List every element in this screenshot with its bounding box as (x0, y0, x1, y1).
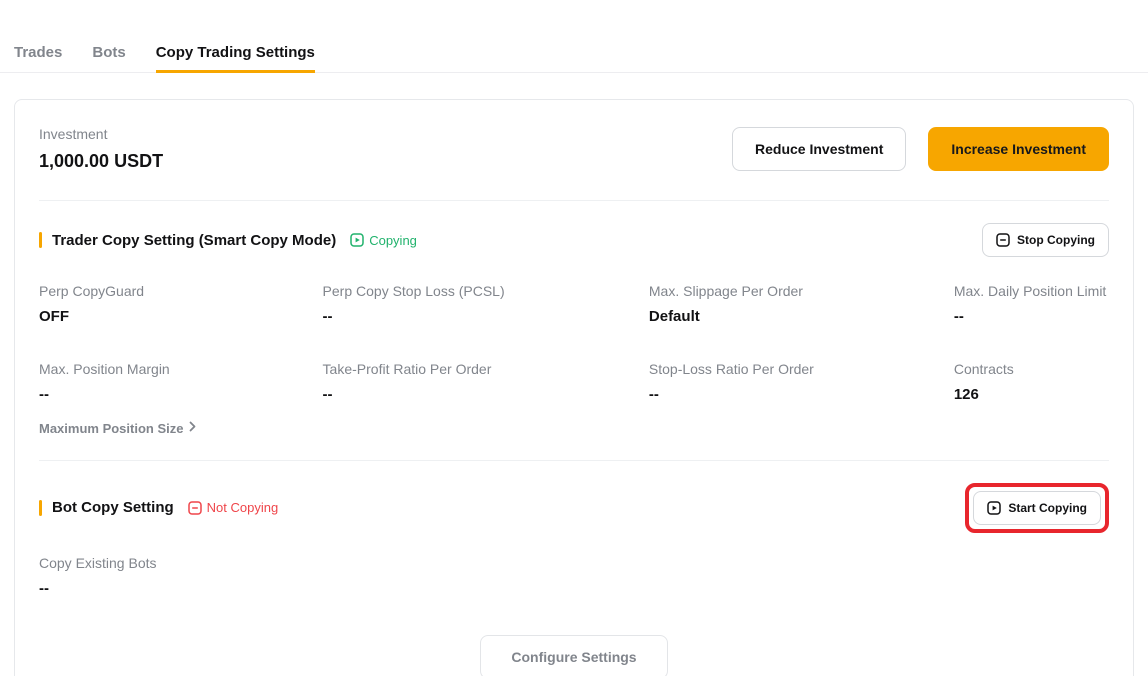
bot-section-title-wrap: Bot Copy Setting Not Copying (39, 499, 278, 516)
trader-section-title-wrap: Trader Copy Setting (Smart Copy Mode) Co… (39, 232, 417, 249)
maximum-position-size-link[interactable]: Maximum Position Size (39, 419, 198, 437)
play-icon (350, 233, 364, 247)
setting-label: Stop-Loss Ratio Per Order (648, 361, 814, 377)
investment-value: 1,000.00 USDT (39, 151, 164, 171)
trader-copy-setting-header: Trader Copy Setting (Smart Copy Mode) Co… (39, 223, 1109, 257)
setting-label: Perp Copy Stop Loss (PCSL) (322, 283, 505, 299)
copying-status-badge: Copying (350, 233, 417, 248)
start-copying-label: Start Copying (1008, 500, 1087, 515)
stop-copying-label: Stop Copying (1017, 233, 1095, 247)
setting-max-slippage: Max. Slippage Per Order Default (649, 283, 954, 325)
trader-section-title: Trader Copy Setting (Smart Copy Mode) (52, 231, 337, 249)
tab-copy-trading-settings[interactable]: Copy Trading Settings (155, 44, 315, 73)
setting-take-profit-ratio: Take-Profit Ratio Per Order -- (323, 361, 649, 403)
minus-square-icon (996, 233, 1010, 247)
setting-copy-existing-bots: Copy Existing Bots -- (39, 555, 1109, 597)
tab-trades[interactable]: Trades (14, 44, 63, 61)
reduce-investment-button[interactable]: Reduce Investment (732, 127, 907, 171)
copying-status-text: Copying (369, 232, 417, 248)
trader-settings-grid: Perp CopyGuard OFF Perp Copy Stop Loss (… (39, 283, 1109, 403)
setting-pcsl: Perp Copy Stop Loss (PCSL) -- (323, 283, 649, 325)
investment-block: Investment 1,000.00 USDT (39, 126, 163, 172)
setting-perp-copyguard: Perp CopyGuard OFF (39, 283, 323, 325)
not-copying-status-text: Not Copying (206, 500, 279, 515)
setting-contracts: Contracts 126 (954, 361, 1109, 403)
start-copying-button[interactable]: Start Copying (973, 490, 1101, 525)
setting-value: 126 (953, 386, 979, 403)
stop-copying-button[interactable]: Stop Copying (982, 223, 1109, 257)
maximum-position-size-label: Maximum Position Size (39, 420, 184, 436)
setting-value: Default (648, 308, 700, 325)
minus-square-icon (187, 500, 202, 515)
divider (39, 200, 1109, 201)
setting-value: -- (648, 386, 659, 403)
setting-value: OFF (39, 308, 69, 325)
bot-copy-setting-header: Bot Copy Setting Not Copying (39, 482, 1109, 533)
not-copying-status-badge: Not Copying (187, 500, 279, 515)
setting-label: Take-Profit Ratio Per Order (322, 361, 492, 377)
accent-bar (39, 499, 42, 516)
investment-row: Investment 1,000.00 USDT Reduce Investme… (39, 124, 1109, 178)
setting-label: Max. Slippage Per Order (648, 283, 803, 299)
chevron-right-icon (187, 419, 198, 437)
setting-value: -- (39, 579, 49, 597)
setting-label: Max. Daily Position Limit (953, 283, 1107, 299)
setting-label: Perp CopyGuard (39, 283, 145, 299)
setting-value: -- (322, 308, 333, 325)
setting-stop-loss-ratio: Stop-Loss Ratio Per Order -- (649, 361, 954, 403)
setting-label: Copy Existing Bots (39, 554, 157, 571)
setting-label: Contracts (953, 361, 1014, 377)
tabs-bar: Trades Bots Copy Trading Settings (0, 0, 1148, 73)
increase-investment-button[interactable]: Increase Investment (928, 127, 1109, 171)
setting-max-position-margin: Max. Position Margin -- (39, 361, 323, 403)
bot-section-title: Bot Copy Setting (52, 499, 174, 516)
accent-bar (39, 232, 42, 248)
setting-value: -- (953, 308, 964, 325)
setting-label: Max. Position Margin (39, 361, 170, 377)
investment-buttons: Reduce Investment Increase Investment (732, 127, 1109, 171)
play-square-icon (987, 500, 1002, 515)
investment-label: Investment (39, 126, 108, 142)
setting-max-daily-position-limit: Max. Daily Position Limit -- (954, 283, 1109, 325)
tab-bots[interactable]: Bots (92, 44, 126, 61)
configure-settings-button[interactable]: Configure Settings (480, 634, 668, 676)
divider (39, 459, 1109, 461)
footer-row: Configure Settings (39, 634, 1109, 676)
copy-trading-settings-card: Investment 1,000.00 USDT Reduce Investme… (14, 99, 1134, 676)
setting-value: -- (39, 386, 49, 403)
red-annotation-box: Start Copying (965, 482, 1109, 533)
bot-settings: Copy Existing Bots -- (39, 555, 1109, 597)
setting-value: -- (322, 386, 333, 403)
